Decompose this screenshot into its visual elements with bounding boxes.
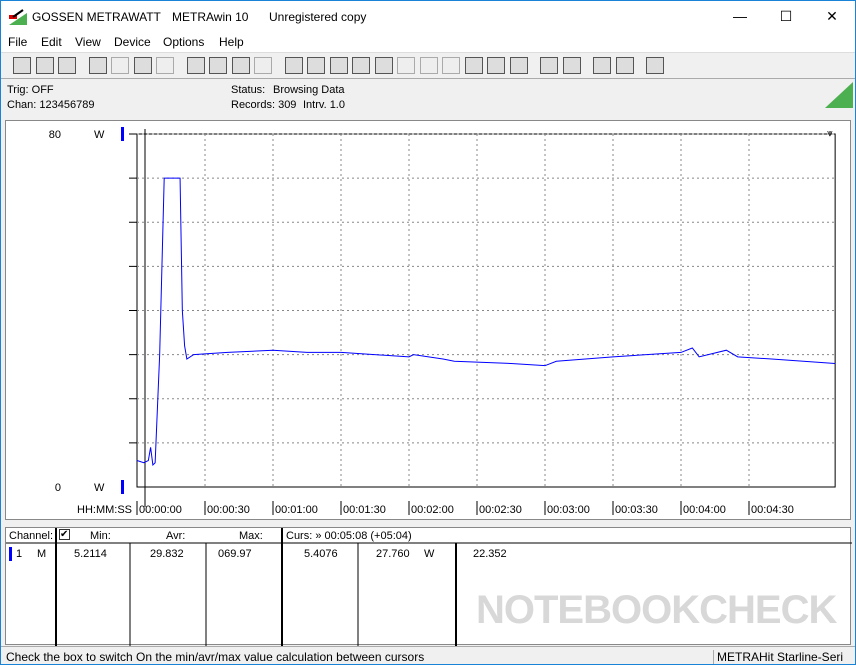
cursor-header: Curs: » 00:05:08 (+05:04): [286, 530, 412, 542]
print-icon[interactable]: [540, 57, 558, 74]
brand-title: GOSSEN METRAWATT: [32, 10, 161, 24]
signal-icon[interactable]: [419, 57, 438, 74]
x-tick-label: 00:00:00: [139, 504, 182, 516]
menu-file[interactable]: File: [8, 35, 28, 49]
cursor-value-2: 27.760: [376, 548, 410, 560]
wave-icon[interactable]: [442, 57, 460, 74]
channel-list: Chan: 123456789: [7, 99, 95, 111]
x-axis-label: HH:MM:SS: [77, 504, 132, 516]
status-bar: Check the box to switch On the min/avr/m…: [1, 646, 855, 665]
status-hint: Check the box to switch On the min/avr/m…: [6, 650, 425, 664]
comment-icon[interactable]: [646, 57, 664, 74]
minimize-button[interactable]: —: [733, 8, 747, 24]
cursor-value-1: 5.4076: [304, 548, 338, 560]
title-bar: GOSSEN METRAWATT METRAwin 10 Unregistere…: [1, 1, 855, 32]
statistics-table: Channel: ✔ Min: Avr: Max: Curs: » 00:05:…: [5, 527, 852, 646]
trigger-status: Trig: OFF: [7, 84, 54, 96]
settings-icon[interactable]: [487, 57, 505, 74]
scale-marker: [121, 480, 124, 494]
menu-view[interactable]: View: [75, 35, 101, 49]
x-tick-label: 00:02:00: [411, 504, 454, 516]
min-header: Min:: [90, 530, 111, 542]
y-tick-label: 80: [49, 129, 61, 141]
x-tick-label: 00:00:30: [207, 504, 250, 516]
plot-area: [136, 133, 836, 488]
save-as-icon[interactable]: [35, 57, 54, 74]
status-device: METRAHit Starline-Seri: [713, 650, 843, 664]
status-label: Status:: [231, 84, 266, 96]
license-title: Unregistered copy: [269, 10, 367, 24]
export-icon[interactable]: [284, 57, 303, 74]
chart-panel: 00:00:00 00:00:30 00:01:00 00:01:30 00:02:00…: [5, 120, 851, 520]
info-panel: Trig: OFF Chan: 123456789 Status: Browsi…: [1, 80, 855, 117]
max-header: Max:: [239, 530, 263, 542]
channel-number: 1: [16, 548, 23, 560]
scale-marker: [121, 127, 124, 141]
line-chart-icon[interactable]: [186, 57, 205, 74]
minmax-checkbox[interactable]: ✔: [59, 529, 70, 540]
save-icon[interactable]: [13, 57, 31, 74]
crosshair-icon[interactable]: [209, 57, 227, 74]
wave2-icon[interactable]: [464, 57, 483, 74]
display-icon[interactable]: [156, 57, 174, 74]
cursor-unit: W: [424, 548, 435, 560]
device-icon[interactable]: [397, 57, 415, 74]
print-preview-icon[interactable]: [562, 57, 581, 74]
table-icon[interactable]: [231, 57, 250, 74]
x-tick-label: 00:02:30: [479, 504, 522, 516]
read-device-disabled-icon[interactable]: [111, 57, 129, 74]
power-chart[interactable]: 00:00:00 00:00:30 00:01:00 00:01:30 00:02:00…: [6, 121, 852, 521]
timer-icon[interactable]: [509, 57, 528, 74]
function-icon[interactable]: [374, 57, 393, 74]
toolbar: [1, 52, 855, 79]
interval-value: Intrv. 1.0: [303, 99, 345, 111]
x-tick-label: 00:01:00: [275, 504, 318, 516]
menu-options[interactable]: Options: [163, 35, 205, 49]
avr-value: 29.832: [150, 548, 184, 560]
min-value: 5.2114: [74, 548, 107, 560]
cursor-arrow-icon: ⩔: [827, 128, 833, 139]
x-tick-label: 00:04:30: [751, 504, 794, 516]
y-tick-label: 0: [55, 482, 61, 494]
x-tick-label: 00:03:30: [615, 504, 658, 516]
power-series-line: [136, 177, 836, 466]
channel-mode: M: [37, 548, 47, 560]
x-tick-label: 00:03:00: [547, 504, 590, 516]
menu-bar: File Edit View Device Options Help: [1, 32, 855, 52]
close-button[interactable]: ✕: [826, 8, 838, 24]
menu-edit[interactable]: Edit: [41, 35, 62, 49]
read-device-icon[interactable]: [88, 57, 107, 74]
watermark-logo: NOTEBOOKCHECK: [476, 588, 837, 632]
status-value: Browsing Data: [273, 84, 345, 96]
import-icon[interactable]: [307, 57, 325, 74]
avr-header: Avr:: [166, 530, 186, 542]
histogram-icon[interactable]: [254, 57, 272, 74]
open-icon[interactable]: [58, 57, 76, 74]
x-tick-label: 00:01:30: [343, 504, 386, 516]
corner-triangle-icon: [825, 82, 853, 108]
app-logo-icon: [9, 9, 27, 25]
maximize-button[interactable]: ☐: [779, 8, 793, 24]
cursor-value-3: 22.352: [473, 548, 507, 560]
channel-header: Channel:: [9, 530, 54, 542]
list-icon[interactable]: [329, 57, 348, 74]
zoom-wave-icon[interactable]: [593, 57, 611, 74]
monitor-icon[interactable]: [352, 57, 370, 74]
menu-device[interactable]: Device: [114, 35, 151, 49]
app-title: METRAwin 10: [172, 10, 249, 24]
read-memory-icon[interactable]: [133, 57, 152, 74]
table-grid: [6, 528, 852, 646]
y-unit-label: W: [94, 129, 105, 141]
records-count: Records: 309: [231, 99, 297, 111]
y-unit-label: W: [94, 482, 105, 494]
x-tick-label: 00:04:00: [683, 504, 726, 516]
menu-help[interactable]: Help: [219, 35, 244, 49]
max-value: 069.97: [218, 548, 252, 560]
zoom-icon[interactable]: [615, 57, 634, 74]
